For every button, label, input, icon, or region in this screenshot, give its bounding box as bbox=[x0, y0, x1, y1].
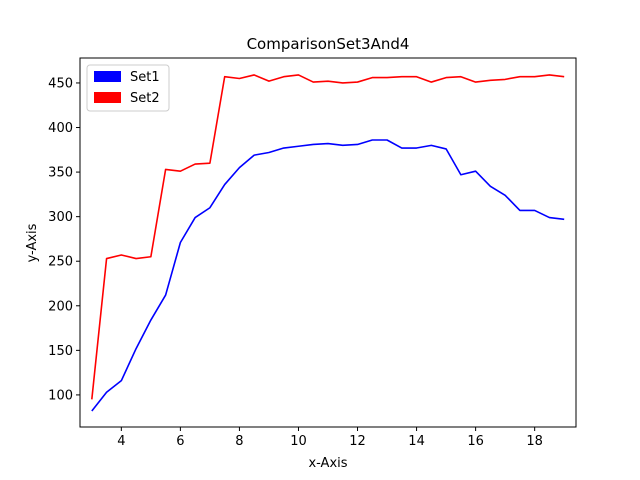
x-tick-label: 8 bbox=[235, 434, 243, 449]
legend-label-set1: Set1 bbox=[130, 70, 160, 85]
x-axis-label: x-Axis bbox=[308, 456, 347, 471]
legend: Set1 Set2 bbox=[86, 64, 170, 112]
x-tick-label: 14 bbox=[408, 434, 425, 449]
x-tick-label: 16 bbox=[467, 434, 484, 449]
y-tick-label: 300 bbox=[48, 210, 73, 225]
axes-frame bbox=[79, 57, 577, 428]
y-tick-label: 400 bbox=[48, 121, 73, 136]
y-axis-label: y-Axis bbox=[25, 223, 40, 262]
x-tick-label: 10 bbox=[290, 434, 307, 449]
chart-title: ComparisonSet3And4 bbox=[247, 35, 410, 53]
series-line-set2 bbox=[91, 74, 565, 400]
series-line-set1 bbox=[91, 139, 565, 412]
legend-swatch-set2 bbox=[94, 92, 121, 103]
legend-label-set2: Set2 bbox=[130, 91, 160, 106]
plot-area bbox=[79, 57, 577, 428]
y-tick-label: 250 bbox=[48, 255, 73, 270]
x-tick-label: 6 bbox=[176, 434, 184, 449]
y-tick-label: 450 bbox=[48, 76, 73, 91]
y-axis: 100 150 200 250 300 350 400 450 bbox=[48, 76, 80, 403]
y-tick-label: 350 bbox=[48, 166, 73, 181]
x-axis: 4 6 8 10 12 14 16 18 bbox=[117, 427, 543, 449]
x-tick-label: 4 bbox=[117, 434, 125, 449]
y-tick-label: 100 bbox=[48, 388, 73, 403]
x-tick-label: 18 bbox=[526, 434, 543, 449]
legend-swatch-set1 bbox=[94, 71, 121, 82]
x-tick-label: 12 bbox=[349, 434, 366, 449]
y-tick-label: 200 bbox=[48, 299, 73, 314]
y-tick-label: 150 bbox=[48, 344, 73, 359]
